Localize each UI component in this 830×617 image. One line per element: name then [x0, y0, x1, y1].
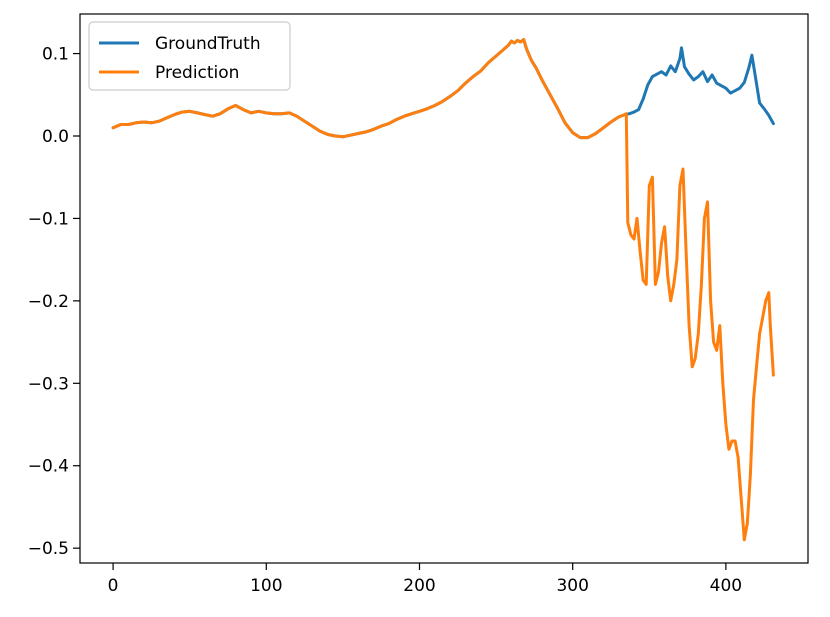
- x-tick-label: 400: [710, 576, 742, 596]
- x-tick-label: 100: [250, 576, 282, 596]
- series-line-prediction: [111, 38, 775, 542]
- legend: GroundTruth Prediction: [88, 21, 291, 91]
- y-tick-label: −0.1: [28, 209, 69, 229]
- x-tick-label: 300: [556, 576, 588, 596]
- y-tick-label: −0.4: [28, 457, 69, 477]
- x-tick-label: 0: [108, 576, 119, 596]
- x-tick-label: 200: [403, 576, 435, 596]
- y-tick-label: 0.1: [42, 45, 69, 65]
- y-tick-label: −0.5: [28, 539, 69, 559]
- y-tick-label: 0.0: [42, 127, 69, 147]
- legend-label-prediction: Prediction: [155, 63, 239, 83]
- legend-label-groundtruth: GroundTruth: [155, 34, 261, 54]
- legend-box: [88, 21, 291, 91]
- y-tick-label: −0.2: [28, 292, 69, 312]
- axes-frame: [79, 13, 809, 564]
- plot-area: [111, 38, 775, 542]
- y-tick-label: −0.3: [28, 374, 69, 394]
- axes: 0 100 200 300 400 −0.5 −0.4 −0.3 −0.2 −0.1 0.0 0.1: [28, 13, 809, 596]
